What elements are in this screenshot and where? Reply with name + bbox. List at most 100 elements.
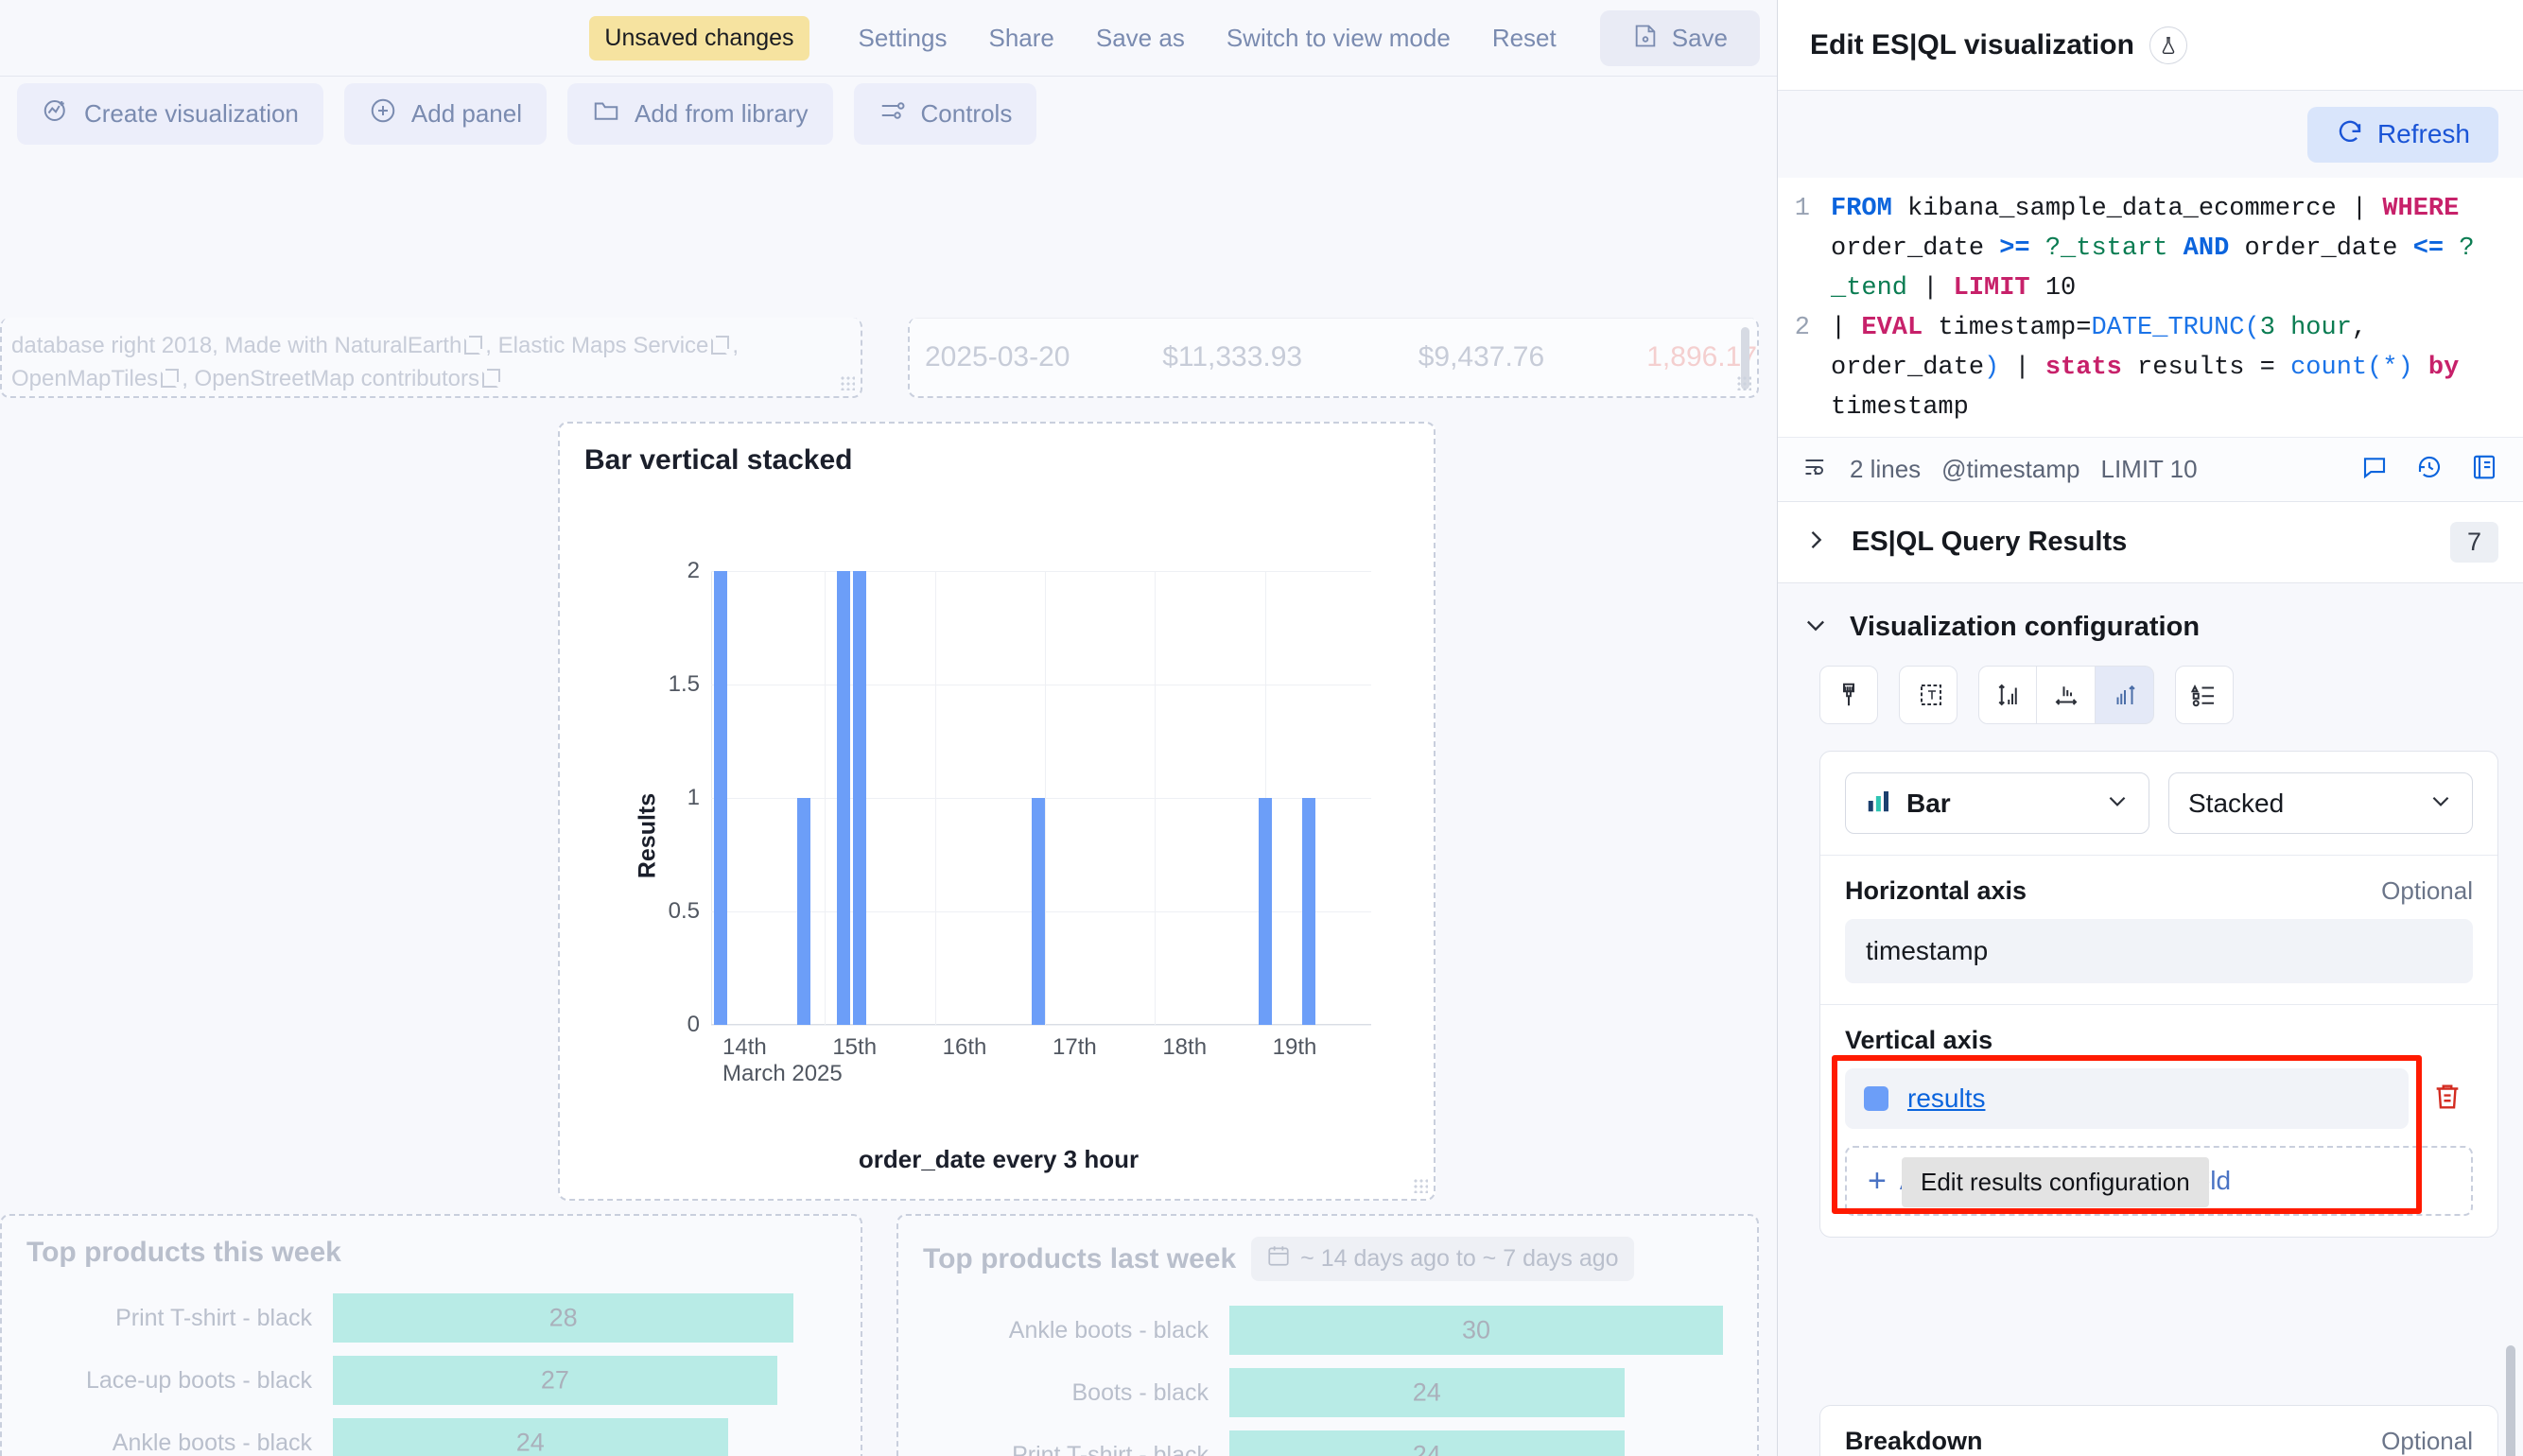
results-count-badge: 7 [2449, 522, 2498, 563]
bar-value-label: 24 [515, 1428, 545, 1456]
chart-type-select[interactable]: Bar [1845, 772, 2149, 834]
delete-dimension-button[interactable] [2422, 1073, 2473, 1124]
esql-query-results-row[interactable]: ES|QL Query Results 7 [1778, 502, 2523, 583]
chart-bar[interactable] [1031, 798, 1045, 1025]
x-axis-tick-label: 17th [1053, 1034, 1097, 1060]
x-axis-tick-sublabel: March 2025 [722, 1061, 843, 1086]
code-text[interactable]: | EVAL timestamp=DATE_TRUNC(3 hour, orde… [1831, 308, 2523, 427]
chart-bar[interactable] [796, 798, 810, 1025]
bar-category-label: Ankle boots - black [1008, 1316, 1209, 1343]
titles-text-icon[interactable] [1899, 666, 1958, 724]
table-cell-diff: 1,896.17 [1646, 341, 1758, 373]
external-link-icon[interactable] [711, 336, 730, 355]
appearance-brush-icon[interactable] [1819, 666, 1878, 724]
settings-link[interactable]: Settings [858, 23, 948, 52]
refresh-icon [2336, 118, 2364, 151]
controls-button[interactable]: Controls [853, 83, 1037, 145]
chart-bar[interactable] [853, 571, 867, 1025]
chart-bar[interactable] [1229, 1306, 1723, 1355]
chevron-right-icon[interactable] [1802, 527, 1829, 558]
code-token: | [1907, 274, 1954, 303]
add-panel-label: Add panel [410, 99, 522, 128]
bar-row[interactable]: Boots - black 24 [898, 1368, 1757, 1417]
esql-query-editor[interactable]: 1 FROM kibana_sample_data_ecommerce | WH… [1778, 178, 2523, 438]
panel-resize-handle[interactable] [1413, 1178, 1428, 1193]
bar-row[interactable]: Ankle boots - black 24 [2, 1418, 861, 1456]
chart-bar[interactable] [333, 1356, 777, 1405]
external-link-icon[interactable] [464, 336, 483, 355]
code-token: by [2427, 354, 2460, 382]
vertical-axis-icon[interactable] [1978, 666, 2037, 724]
bar-row[interactable]: Print T-shirt - black 24 [898, 1430, 1757, 1456]
chart-bar[interactable] [1259, 798, 1273, 1025]
code-token: ?_tend [1831, 234, 2475, 303]
dimension-name: results [1907, 1083, 1986, 1113]
save-as-link[interactable]: Save as [1095, 23, 1185, 52]
chevron-down-icon[interactable] [1802, 612, 1829, 643]
dimension-color-swatch[interactable] [1864, 1086, 1888, 1111]
code-token: >= [1999, 234, 2030, 263]
bar-track: 24 [333, 1418, 826, 1456]
editor-status-bar: 2 lines @timestamp LIMIT 10 [1778, 438, 2523, 502]
chart-bar[interactable] [836, 571, 850, 1025]
x-axis-tick: 14th March 2025 [722, 1034, 843, 1087]
config-header[interactable]: Visualization configuration [1778, 583, 2523, 652]
vertical-axis-dimension-results[interactable]: results [1845, 1068, 2409, 1129]
code-token: | [1999, 354, 2045, 382]
trash-icon [2431, 1081, 2463, 1118]
line-number: 2 [1794, 314, 1810, 342]
bar-row[interactable]: Ankle boots - black 30 [898, 1306, 1757, 1355]
code-token: EVAL [1861, 314, 1923, 342]
chart-bar[interactable] [1229, 1368, 1625, 1417]
bar-chart-panel[interactable]: Bar vertical stacked Results 0 0.5 1 1.5 2 14… [558, 422, 1436, 1201]
right-axis-icon[interactable] [2096, 666, 2154, 724]
code-token: 10 [2029, 274, 2077, 303]
external-link-icon[interactable] [482, 368, 501, 388]
top-products-this-week-panel[interactable]: Top products this week Print T-shirt - b… [0, 1214, 862, 1456]
reset-link[interactable]: Reset [1491, 23, 1557, 52]
editor-time-field: @timestamp [1941, 455, 2080, 483]
bar-category-label: Ankle boots - black [112, 1429, 312, 1456]
comment-icon[interactable] [2360, 453, 2389, 486]
dashboard-pane: Unsaved changes Settings Share Save as S… [0, 0, 1778, 1456]
external-link-icon[interactable] [161, 368, 180, 388]
table-scrollbar[interactable] [1741, 327, 1749, 390]
query-history-icon[interactable] [2415, 453, 2444, 486]
chart-bar[interactable] [333, 1293, 794, 1343]
horizontal-axis-icon[interactable] [2037, 666, 2096, 724]
add-panel-button[interactable]: Add panel [343, 83, 547, 145]
add-from-library-button[interactable]: Add from library [567, 83, 833, 145]
chart-variant-select[interactable]: Stacked [2168, 772, 2473, 834]
map-panel[interactable]: database right 2018, Made with NaturalEa… [0, 318, 862, 398]
panel-resize-handle[interactable] [840, 375, 855, 390]
metrics-table-panel[interactable]: 2025-03-20 $11,333.93 $9,437.76 1,896.17 [908, 318, 1759, 398]
save-button[interactable]: Save [1599, 9, 1760, 66]
code-token: order_date [2229, 234, 2413, 263]
bar-row[interactable]: Lace-up boots - black 27 [2, 1356, 861, 1405]
switch-to-view-mode-link[interactable]: Switch to view mode [1226, 23, 1451, 52]
legend-icon[interactable] [2175, 666, 2234, 724]
chart-bar[interactable] [1229, 1430, 1625, 1456]
panel-resize-handle[interactable] [1736, 375, 1751, 390]
code-token: count(*) [2290, 354, 2413, 382]
horizontal-bar-chart: Print T-shirt - black 28 Lace-up boots - b… [2, 1269, 861, 1456]
bar-row[interactable]: Print T-shirt - black 28 [2, 1293, 861, 1343]
gridline-vertical [825, 571, 826, 1025]
create-visualization-button[interactable]: Create visualization [17, 83, 323, 145]
refresh-button[interactable]: Refresh [2306, 106, 2498, 163]
bar-category-label: Print T-shirt - black [1012, 1441, 1209, 1456]
code-text[interactable]: FROM kibana_sample_data_ecommerce | WHER… [1831, 189, 2523, 308]
chart-bar[interactable] [1301, 798, 1315, 1025]
code-token: , order_date [1831, 314, 2383, 382]
bar-value-label: 28 [548, 1303, 578, 1332]
top-products-last-week-panel[interactable]: Top products last week ~ 14 days ago to … [896, 1214, 1759, 1456]
panel-time-range-chip[interactable]: ~ 14 days ago to ~ 7 days ago [1251, 1237, 1634, 1281]
gridline-horizontal [711, 571, 1371, 572]
horizontal-axis-field[interactable]: timestamp [1845, 919, 2473, 983]
docs-book-icon[interactable] [2470, 453, 2498, 486]
chart-bar[interactable] [714, 571, 728, 1025]
chart-bar[interactable] [333, 1418, 728, 1456]
line-wrap-icon[interactable] [1802, 454, 1829, 485]
config-scrollbar[interactable] [2506, 1345, 2515, 1456]
share-link[interactable]: Share [988, 23, 1054, 52]
